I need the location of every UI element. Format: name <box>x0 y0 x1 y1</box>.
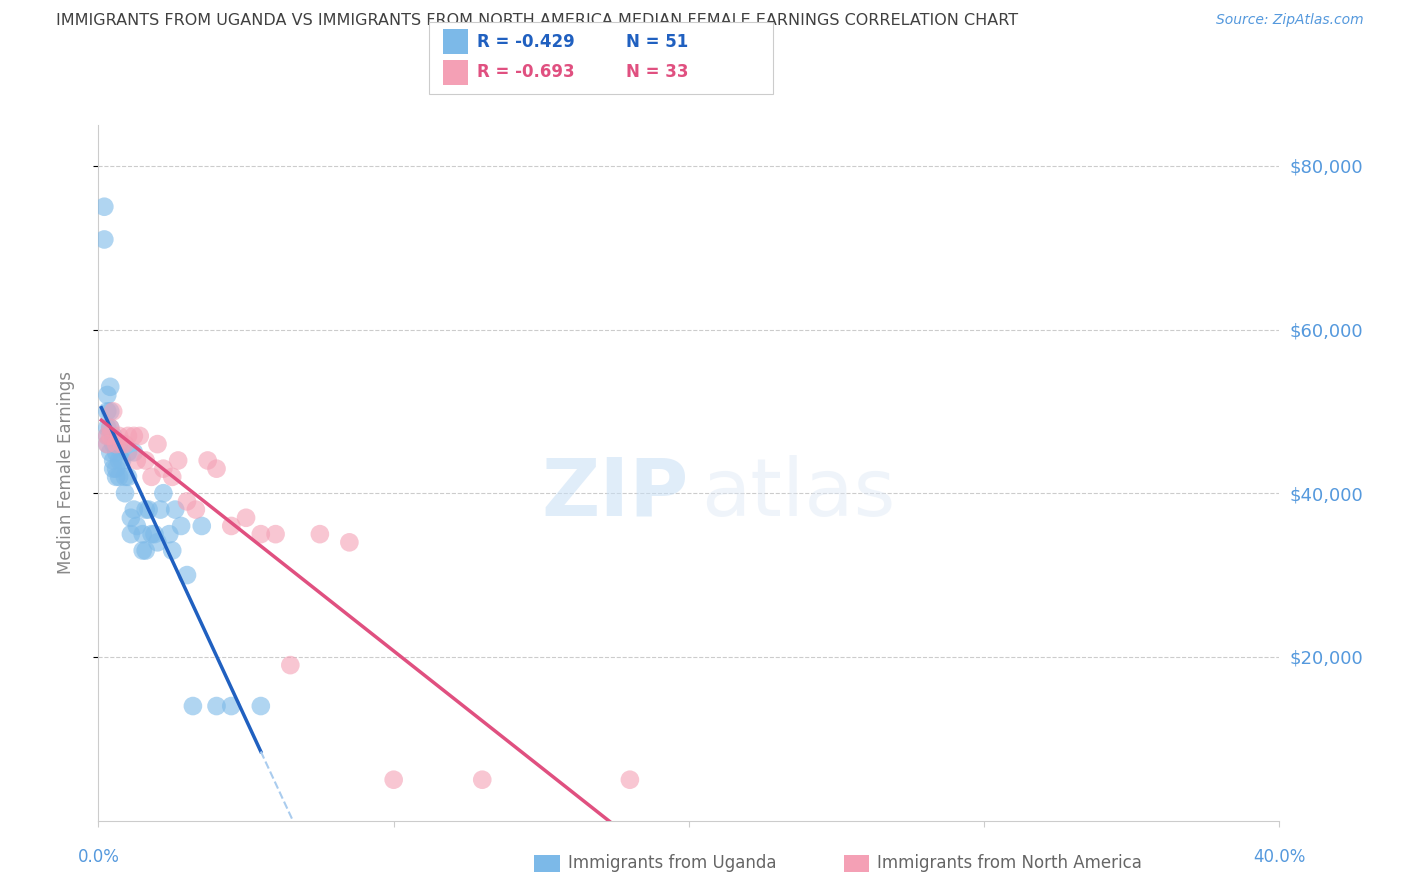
Point <box>98 429 121 443</box>
Point <box>96 429 118 443</box>
Point <box>181 699 204 714</box>
Point <box>219 699 242 714</box>
Point <box>162 470 183 484</box>
Point <box>103 404 125 418</box>
Point <box>191 519 214 533</box>
Point <box>117 470 139 484</box>
Point <box>108 437 131 451</box>
Point <box>103 429 125 443</box>
Point <box>162 543 183 558</box>
Point <box>176 568 198 582</box>
Point <box>122 445 145 459</box>
Point <box>146 437 169 451</box>
Point <box>250 527 273 541</box>
Point <box>184 502 207 516</box>
Point <box>105 461 128 475</box>
Point <box>98 445 121 459</box>
Point <box>205 699 228 714</box>
Point <box>250 699 273 714</box>
Text: Immigrants from Uganda: Immigrants from Uganda <box>568 855 776 872</box>
Point <box>157 527 180 541</box>
Point <box>264 527 287 541</box>
Point <box>141 527 163 541</box>
Point <box>143 527 166 541</box>
Point <box>135 453 157 467</box>
Point <box>108 453 131 467</box>
Point <box>132 543 155 558</box>
Point <box>219 519 242 533</box>
Point <box>96 404 118 418</box>
Point <box>117 429 139 443</box>
Point <box>135 543 157 558</box>
Point <box>138 502 160 516</box>
Point <box>98 421 121 435</box>
Point <box>205 461 228 475</box>
Y-axis label: Median Female Earnings: Median Female Earnings <box>56 371 75 574</box>
Point <box>96 388 118 402</box>
Text: Immigrants from North America: Immigrants from North America <box>877 855 1142 872</box>
Point <box>93 232 115 246</box>
Point <box>120 527 142 541</box>
Point <box>309 527 332 541</box>
Point <box>152 461 174 475</box>
Point <box>125 519 148 533</box>
Point <box>105 470 128 484</box>
Text: ZIP: ZIP <box>541 455 689 533</box>
Point <box>619 772 641 787</box>
Text: R = -0.429: R = -0.429 <box>477 33 575 51</box>
Point <box>135 502 157 516</box>
Point <box>197 453 219 467</box>
Point <box>93 200 115 214</box>
Point <box>128 429 150 443</box>
Point <box>149 502 172 516</box>
Point <box>105 445 128 459</box>
Point <box>125 453 148 467</box>
Text: 0.0%: 0.0% <box>77 848 120 866</box>
Point <box>382 772 405 787</box>
Point <box>108 429 131 443</box>
Point <box>98 421 121 435</box>
Text: 40.0%: 40.0% <box>1253 848 1306 866</box>
Point <box>122 502 145 516</box>
Point <box>122 429 145 443</box>
Point <box>114 470 136 484</box>
Point <box>114 437 136 451</box>
Point <box>235 510 257 524</box>
Point <box>114 486 136 500</box>
Text: IMMIGRANTS FROM UGANDA VS IMMIGRANTS FROM NORTH AMERICA MEDIAN FEMALE EARNINGS C: IMMIGRANTS FROM UGANDA VS IMMIGRANTS FRO… <box>56 13 1018 29</box>
Point <box>105 437 128 451</box>
Point <box>98 404 121 418</box>
Point <box>96 437 118 451</box>
Text: R = -0.693: R = -0.693 <box>477 63 574 81</box>
Point <box>152 486 174 500</box>
Point <box>120 510 142 524</box>
Point <box>96 429 118 443</box>
Point <box>117 445 139 459</box>
Point <box>176 494 198 508</box>
Point <box>108 470 131 484</box>
Point <box>103 461 125 475</box>
Point <box>170 519 193 533</box>
Point <box>103 453 125 467</box>
Point <box>103 437 125 451</box>
Point <box>165 502 187 516</box>
Point <box>111 453 134 467</box>
Point <box>339 535 360 549</box>
Point <box>111 437 134 451</box>
Point <box>132 527 155 541</box>
Point <box>96 421 118 435</box>
Point <box>96 437 118 451</box>
Point <box>167 453 190 467</box>
Text: atlas: atlas <box>700 455 896 533</box>
Point <box>278 658 302 673</box>
Point <box>141 470 163 484</box>
Point <box>98 380 121 394</box>
Point <box>471 772 494 787</box>
Point <box>146 535 169 549</box>
Text: N = 51: N = 51 <box>626 33 688 51</box>
Text: Source: ZipAtlas.com: Source: ZipAtlas.com <box>1216 13 1364 28</box>
Text: N = 33: N = 33 <box>626 63 688 81</box>
